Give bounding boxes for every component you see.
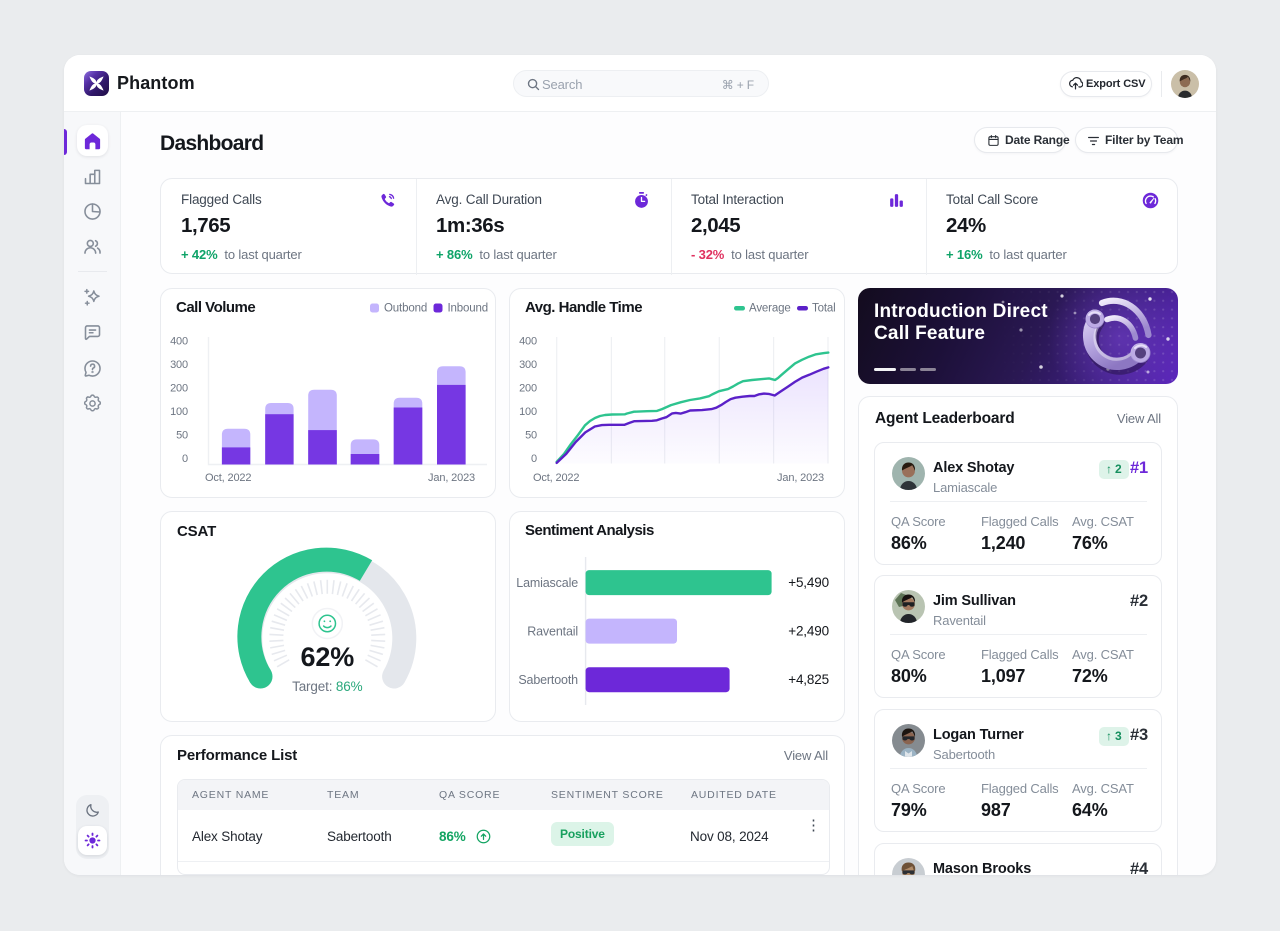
svg-text:Jan, 2023: Jan, 2023 [428, 472, 475, 484]
svg-text:0: 0 [182, 453, 188, 465]
svg-text:Sabertooth: Sabertooth [518, 673, 578, 687]
svg-text:Oct, 2022: Oct, 2022 [205, 472, 251, 484]
svg-text:100: 100 [170, 406, 188, 418]
svg-text:+2,490: +2,490 [788, 624, 829, 639]
svg-text:Avg. Handle Time: Avg. Handle Time [525, 299, 642, 316]
svg-text:Call Volume: Call Volume [176, 299, 255, 316]
svg-text:0: 0 [531, 453, 537, 465]
svg-text:Outbond: Outbond [384, 303, 427, 315]
svg-text:+4,825: +4,825 [788, 672, 829, 687]
svg-text:300: 300 [519, 359, 537, 371]
svg-text:200: 200 [519, 383, 537, 395]
svg-text:Total: Total [812, 303, 836, 315]
svg-text:300: 300 [170, 359, 188, 371]
svg-text:Sentiment Analysis: Sentiment Analysis [525, 522, 654, 539]
svg-text:Lamiascale: Lamiascale [516, 576, 578, 590]
svg-text:Jan, 2023: Jan, 2023 [777, 472, 824, 484]
svg-text:Oct, 2022: Oct, 2022 [533, 472, 579, 484]
svg-text:62%: 62% [301, 642, 355, 672]
svg-text:50: 50 [525, 430, 537, 442]
svg-text:400: 400 [170, 336, 188, 348]
svg-text:Average: Average [749, 303, 791, 315]
svg-text:Target: 86%: Target: 86% [292, 679, 363, 694]
svg-text:+5,490: +5,490 [788, 575, 829, 590]
svg-text:100: 100 [519, 406, 537, 418]
svg-text:Raventail: Raventail [527, 625, 578, 639]
svg-text:400: 400 [519, 336, 537, 348]
svg-text:Inbound: Inbound [448, 303, 489, 315]
svg-text:50: 50 [176, 430, 188, 442]
svg-text:200: 200 [170, 383, 188, 395]
